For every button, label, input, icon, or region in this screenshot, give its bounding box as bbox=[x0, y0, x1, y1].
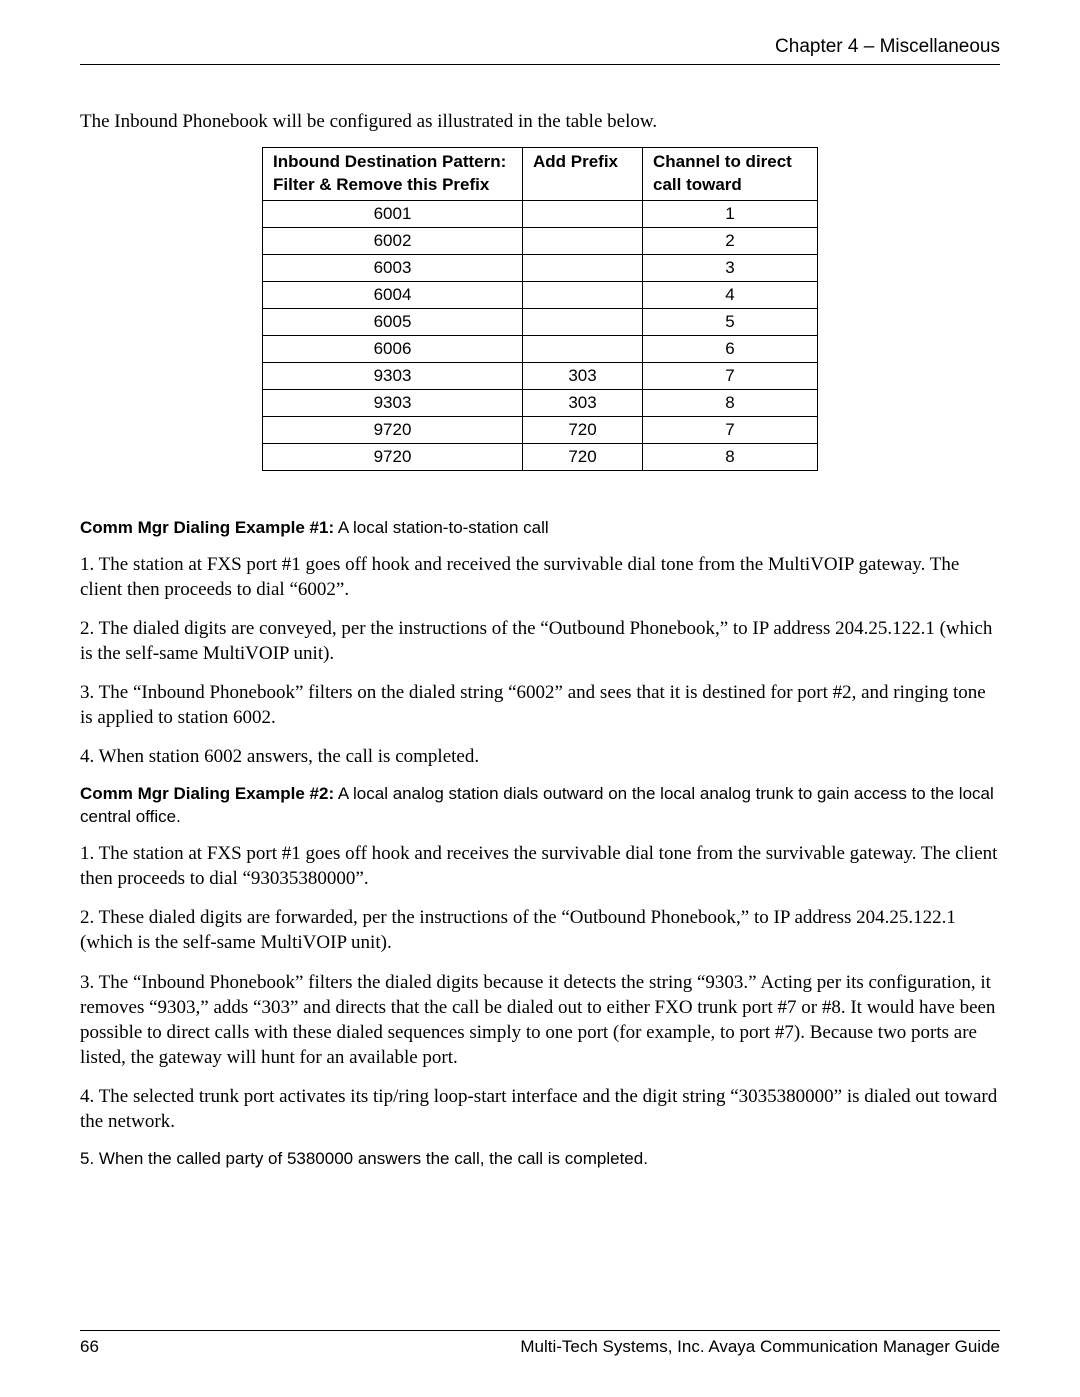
table-cell: 8 bbox=[643, 389, 818, 416]
col3-line2: call toward bbox=[653, 175, 742, 194]
page-number: 66 bbox=[80, 1337, 99, 1357]
table-cell: 9303 bbox=[263, 362, 523, 389]
doc-title: Multi-Tech Systems, Inc. Avaya Communica… bbox=[520, 1337, 1000, 1357]
table-cell: 3 bbox=[643, 254, 818, 281]
ex1-p2: 2. The dialed digits are conveyed, per t… bbox=[80, 616, 1000, 666]
page-header: Chapter 4 – Miscellaneous bbox=[80, 36, 1000, 65]
table-cell: 8 bbox=[643, 443, 818, 470]
table-cell: 6001 bbox=[263, 200, 523, 227]
table-cell: 7 bbox=[643, 416, 818, 443]
ex1-p4: 4. When station 6002 answers, the call i… bbox=[80, 744, 1000, 769]
table-row: 6005 5 bbox=[263, 308, 818, 335]
table-cell: 1 bbox=[643, 200, 818, 227]
table-cell: 6006 bbox=[263, 335, 523, 362]
table-row: 93033037 bbox=[263, 362, 818, 389]
intro-text: The Inbound Phonebook will be configured… bbox=[80, 111, 1000, 133]
table-row: 6006 6 bbox=[263, 335, 818, 362]
table-cell: 6004 bbox=[263, 281, 523, 308]
table-cell: 9303 bbox=[263, 389, 523, 416]
table-row: 6001 1 bbox=[263, 200, 818, 227]
ex2-p3: 3. The “Inbound Phonebook” filters the d… bbox=[80, 970, 1000, 1070]
table-cell: 720 bbox=[523, 443, 643, 470]
table-cell: 7 bbox=[643, 362, 818, 389]
ex2-p1: 1. The station at FXS port #1 goes off h… bbox=[80, 841, 1000, 891]
ex1-p3: 3. The “Inbound Phonebook” filters on th… bbox=[80, 680, 1000, 730]
example2-title: Comm Mgr Dialing Example #2: bbox=[80, 784, 334, 803]
example1-title: Comm Mgr Dialing Example #1: bbox=[80, 518, 334, 537]
table-cell: 303 bbox=[523, 389, 643, 416]
table-row: 93033038 bbox=[263, 389, 818, 416]
table-row: 6004 4 bbox=[263, 281, 818, 308]
table-cell: 5 bbox=[643, 308, 818, 335]
chapter-label: Chapter 4 – Miscellaneous bbox=[775, 36, 1000, 57]
table-cell bbox=[523, 254, 643, 281]
col-header-channel: Channel to direct call toward bbox=[643, 148, 818, 201]
col3-line1: Channel to direct bbox=[653, 152, 792, 171]
table-cell: 6005 bbox=[263, 308, 523, 335]
col-header-prefix: Add Prefix bbox=[523, 148, 643, 201]
table-cell: 2 bbox=[643, 227, 818, 254]
table-cell: 720 bbox=[523, 416, 643, 443]
col1-line1: Inbound Destination Pattern: bbox=[273, 152, 506, 171]
page-footer: 66 Multi-Tech Systems, Inc. Avaya Commun… bbox=[80, 1330, 1000, 1357]
ex2-p2: 2. These dialed digits are forwarded, pe… bbox=[80, 905, 1000, 955]
table-cell bbox=[523, 227, 643, 254]
table-row: 6003 3 bbox=[263, 254, 818, 281]
table-cell: 9720 bbox=[263, 416, 523, 443]
col-header-pattern: Inbound Destination Pattern: Filter & Re… bbox=[263, 148, 523, 201]
table-cell: 303 bbox=[523, 362, 643, 389]
table-cell: 6 bbox=[643, 335, 818, 362]
table-cell: 9720 bbox=[263, 443, 523, 470]
page: Chapter 4 – Miscellaneous The Inbound Ph… bbox=[0, 0, 1080, 1397]
ex1-p1: 1. The station at FXS port #1 goes off h… bbox=[80, 552, 1000, 602]
table-cell: 6003 bbox=[263, 254, 523, 281]
table-cell bbox=[523, 281, 643, 308]
table-cell bbox=[523, 335, 643, 362]
table-cell bbox=[523, 308, 643, 335]
table-row: 97207207 bbox=[263, 416, 818, 443]
table-body: 6001160022600336004460055600669303303793… bbox=[263, 200, 818, 470]
example1-desc: A local station-to-station call bbox=[334, 518, 549, 537]
table-row: 97207208 bbox=[263, 443, 818, 470]
ex2-p5: 5. When the called party of 5380000 answ… bbox=[80, 1148, 1000, 1171]
table-header-row: Inbound Destination Pattern: Filter & Re… bbox=[263, 148, 818, 201]
table-row: 6002 2 bbox=[263, 227, 818, 254]
example2-heading: Comm Mgr Dialing Example #2: A local ana… bbox=[80, 783, 1000, 829]
example1-heading: Comm Mgr Dialing Example #1: A local sta… bbox=[80, 517, 1000, 540]
phonebook-table: Inbound Destination Pattern: Filter & Re… bbox=[262, 147, 818, 471]
table-cell: 6002 bbox=[263, 227, 523, 254]
col1-line2: Filter & Remove this Prefix bbox=[273, 175, 489, 194]
ex2-p4: 4. The selected trunk port activates its… bbox=[80, 1084, 1000, 1134]
table-cell: 4 bbox=[643, 281, 818, 308]
table-cell bbox=[523, 200, 643, 227]
